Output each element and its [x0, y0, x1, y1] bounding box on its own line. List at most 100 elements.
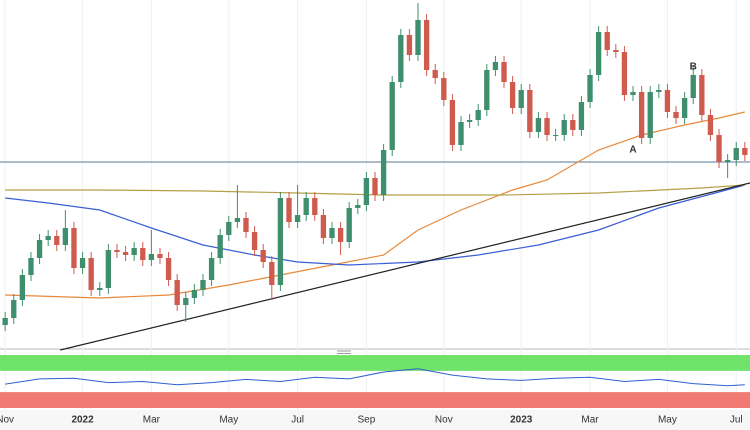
candle-body [243, 218, 249, 232]
candle-body [355, 205, 361, 208]
candle [97, 282, 103, 296]
rsi-line [5, 368, 745, 387]
candle [544, 112, 550, 141]
candle-body [527, 90, 533, 132]
candle-body [79, 258, 86, 268]
candle [355, 199, 361, 214]
candle [389, 76, 395, 156]
candle [638, 86, 645, 144]
candle-body [88, 258, 94, 290]
candle-body [165, 258, 172, 280]
candle-body [174, 280, 180, 305]
candle-body [217, 235, 223, 258]
candle [234, 185, 241, 228]
candle [664, 84, 671, 118]
candle [595, 26, 602, 81]
candle [260, 244, 266, 268]
candle-body [208, 258, 215, 280]
x-axis-area [0, 410, 750, 430]
divider-grip[interactable] [337, 350, 351, 354]
candle [578, 96, 585, 136]
candle-body [664, 90, 671, 112]
x-tick-label: 2022 [71, 415, 94, 426]
candle-body [389, 82, 395, 150]
candle-body [587, 75, 593, 102]
candle [699, 69, 705, 121]
candle [312, 192, 318, 221]
candle-body [234, 218, 241, 222]
candle [165, 252, 172, 286]
candle [380, 144, 387, 201]
candle-body [131, 248, 137, 255]
candle-body [191, 290, 198, 298]
candle [208, 252, 215, 286]
candle [62, 210, 69, 251]
candle-body [509, 82, 516, 108]
candle-body [656, 90, 662, 92]
candle-body [733, 148, 739, 160]
candle-body [105, 250, 112, 288]
moving-average [5, 184, 745, 266]
candle-body [578, 102, 585, 130]
candle-body [621, 52, 628, 95]
candle-body [36, 240, 43, 258]
candle [122, 246, 129, 261]
annotation: B [690, 62, 697, 73]
candle-body [724, 160, 731, 162]
candle [54, 230, 60, 251]
candle [518, 84, 524, 114]
candle-body [561, 120, 567, 135]
candle [501, 56, 507, 88]
candle-body [484, 70, 490, 110]
candle [2, 312, 8, 331]
candle-body [260, 250, 266, 262]
candle [492, 56, 499, 76]
candle [28, 252, 34, 281]
candle [243, 212, 249, 238]
x-tick-label: Nov [0, 415, 14, 426]
candle [131, 242, 137, 261]
candle-body [638, 92, 645, 138]
candle [217, 229, 223, 264]
candle-body [630, 92, 636, 95]
candle [329, 222, 335, 244]
candle [733, 142, 739, 166]
candle [613, 44, 619, 58]
candle [673, 106, 679, 124]
candle-body [54, 236, 60, 245]
candle-body [595, 32, 602, 75]
candle [269, 256, 275, 300]
candle [466, 114, 473, 128]
candle [552, 129, 559, 141]
candle [484, 64, 490, 116]
candle-body [423, 20, 430, 70]
candle [647, 86, 653, 144]
candle [570, 114, 576, 136]
candle-body [449, 100, 456, 145]
candle [707, 109, 714, 141]
candle-body [294, 215, 301, 222]
candle-body [28, 258, 34, 275]
candle-body [148, 254, 155, 260]
candle [621, 46, 628, 101]
candle-body [716, 135, 722, 162]
candle-body [320, 215, 327, 238]
candle-body [690, 75, 696, 98]
x-tick-label: Jul [730, 415, 743, 426]
candle-body [432, 70, 438, 78]
candle [174, 274, 180, 311]
candle-body [183, 298, 189, 305]
candle-body [329, 228, 335, 238]
candle [79, 252, 86, 274]
candle-body [312, 198, 318, 215]
candle [432, 64, 438, 84]
candle-body [604, 32, 610, 50]
x-tick-label: May [658, 415, 677, 426]
candle [226, 216, 232, 241]
candle [372, 172, 378, 201]
candle [277, 192, 284, 291]
candle [742, 142, 748, 161]
candle [337, 222, 344, 255]
candle-body [501, 62, 507, 82]
